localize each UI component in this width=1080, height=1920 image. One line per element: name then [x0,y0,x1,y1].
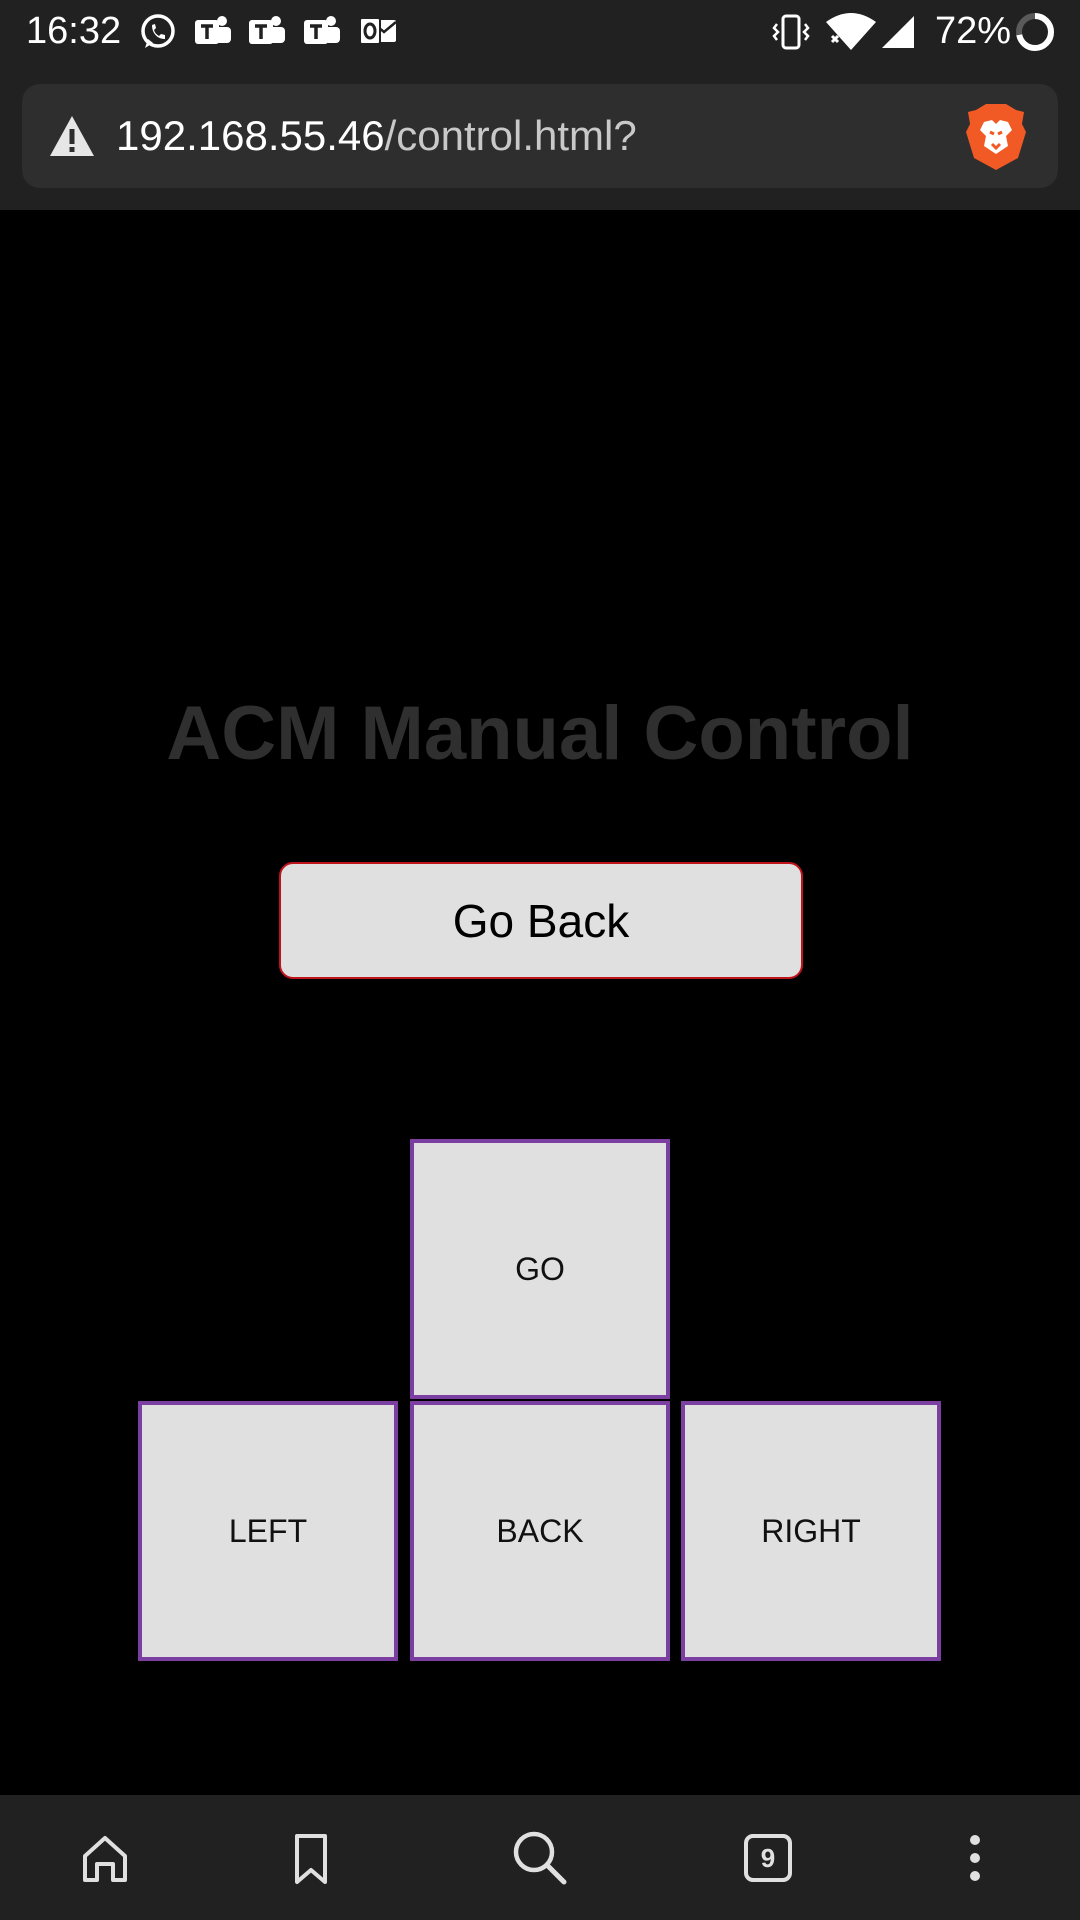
bookmark-icon [295,1834,327,1884]
right-button[interactable]: RIGHT [681,1401,941,1661]
url-path: /control.html? [384,112,637,159]
bookmark-button[interactable] [276,1823,346,1893]
teams-icon [249,16,285,44]
teams-icon [195,16,231,44]
browser-toolbar: 192.168.55.46/control.html? [0,62,1080,210]
go-back-button[interactable]: Go Back [279,862,803,979]
page-title: ACM Manual Control [166,691,914,776]
search-icon [513,1831,567,1885]
url-text[interactable]: 192.168.55.46/control.html? [116,110,637,162]
cell-signal-icon [882,16,914,48]
brave-lion-icon[interactable] [964,102,1028,172]
home-button[interactable] [70,1823,140,1893]
back-button[interactable]: BACK [410,1401,670,1661]
url-bar[interactable]: 192.168.55.46/control.html? [22,84,1058,188]
more-vert-icon [970,1835,980,1881]
bottom-toolbar: 9 [0,1795,1080,1920]
more-menu-button[interactable] [940,1823,1010,1893]
battery-percent: 72% [935,10,1012,52]
url-host: 192.168.55.46 [116,112,385,159]
left-button[interactable]: LEFT [138,1401,398,1661]
outlook-icon [359,17,397,45]
tab-switcher-button[interactable]: 9 [733,1823,803,1893]
battery-icon [1016,13,1054,51]
whatsapp-icon [141,14,175,48]
tab-count: 9 [760,1843,776,1873]
warning-icon[interactable] [48,114,96,158]
search-button[interactable] [505,1823,575,1893]
tab-switcher-icon: 9 [744,1834,792,1882]
go-button[interactable]: GO [410,1139,670,1399]
status-bar: 16:32 [0,0,1080,62]
wifi-icon [826,13,876,50]
vibrate-icon [772,14,810,50]
home-icon [83,1836,127,1882]
status-time: 16:32 [26,10,122,52]
teams-icon [304,16,340,44]
